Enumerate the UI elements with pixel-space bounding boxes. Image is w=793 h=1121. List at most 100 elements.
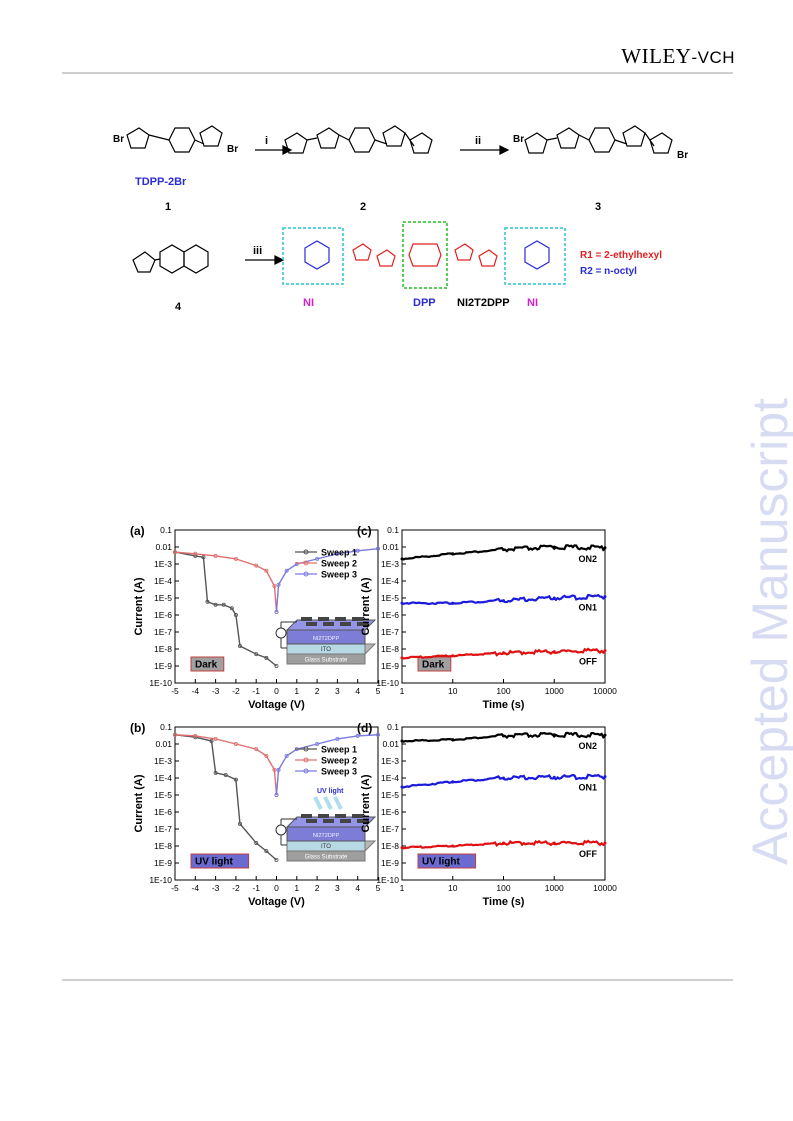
- legend-marker: [303, 746, 309, 752]
- data-point: [603, 546, 607, 550]
- data-point: [213, 553, 218, 558]
- y-tick-label: 1E-3: [381, 559, 399, 569]
- electrode: [306, 819, 317, 823]
- watermark: Accepted Manuscript: [742, 398, 793, 865]
- data-point: [274, 792, 279, 797]
- data-point: [552, 733, 556, 737]
- y-tick-label: 0.01: [382, 542, 399, 552]
- compound-4-structure: [132, 244, 209, 274]
- data-point: [451, 738, 455, 742]
- y-tick-label: 0.1: [160, 722, 172, 732]
- y-tick-label: 0.1: [387, 722, 399, 732]
- y-tick-label: 1E-6: [154, 610, 172, 620]
- panel-d: 0.1 0.01 1E-3 1E-4 1E-5 1E-6 1E-7 1E-8 1E-9 1E-10…: [357, 721, 617, 908]
- series-line-sweep-3: [275, 734, 379, 796]
- y-tick-label: 1E-4: [154, 576, 172, 586]
- data-point: [173, 550, 178, 555]
- condition-label: Dark: [195, 660, 218, 671]
- compound-1-structure: [126, 125, 223, 153]
- data-point: [603, 595, 607, 599]
- electrode: [323, 622, 334, 626]
- y-tick-label: 1E-6: [381, 610, 399, 620]
- electrode: [335, 814, 346, 818]
- data-point: [213, 736, 218, 741]
- condition-badge: [190, 656, 225, 672]
- compound-1-label: TDPP-2Br: [135, 176, 187, 188]
- y-axis-label: Current (A): [360, 577, 372, 635]
- series-line-on2: [401, 544, 606, 561]
- substituent-r1: R1 = 2-ethylhexyl: [580, 250, 662, 261]
- data-point: [315, 741, 320, 746]
- legend-entry: Sweep 2: [321, 756, 357, 766]
- series-line-sweep-1: [174, 551, 277, 667]
- y-tick-label: 0.01: [155, 739, 172, 749]
- data-point: [272, 767, 277, 772]
- ni-right-label: NI: [527, 297, 538, 309]
- x-tick-label: 0: [274, 686, 279, 696]
- y-tick-label: 0.1: [387, 525, 399, 535]
- y-tick-label: 1E-6: [381, 807, 399, 817]
- y-tick-label: 1E-9: [381, 858, 399, 868]
- data-point: [400, 846, 404, 850]
- data-point: [375, 546, 380, 551]
- y-tick-label: 1E-5: [381, 790, 399, 800]
- data-point: [264, 655, 269, 660]
- x-tick-label: -4: [192, 686, 200, 696]
- data-point: [209, 739, 214, 744]
- y-tick-label: 1E-7: [381, 627, 399, 637]
- x-tick-label: 2: [315, 686, 320, 696]
- data-point: [400, 739, 404, 743]
- svg-text:Br: Br: [677, 150, 688, 161]
- x-axis-label: Time (s): [483, 699, 525, 711]
- data-point: [502, 548, 505, 552]
- data-point: [451, 552, 455, 556]
- x-tick-label: 4: [355, 686, 360, 696]
- ni-right-box: [504, 227, 566, 285]
- data-point: [502, 734, 505, 738]
- uv-ray: [313, 796, 323, 810]
- compound-1-number: 1: [165, 201, 171, 213]
- data-point: [193, 733, 198, 738]
- data-point: [400, 601, 404, 605]
- meter-icon: [275, 627, 287, 639]
- y-tick-label: 1E-4: [381, 773, 399, 783]
- data-point: [264, 849, 269, 854]
- ni-left-box: [282, 227, 344, 285]
- x-tick-label: 3: [335, 686, 340, 696]
- x-tick-label: 10000: [593, 686, 617, 696]
- legend-marker: [303, 768, 309, 774]
- condition-label: UV light: [422, 857, 460, 868]
- step-ii: ii: [475, 135, 481, 147]
- y-tick-label: 1E-5: [154, 790, 172, 800]
- uv-label: UV light: [317, 788, 344, 795]
- data-point: [284, 753, 289, 758]
- x-tick-label: 2: [315, 883, 320, 893]
- data-point: [355, 733, 360, 738]
- data-point: [451, 780, 455, 784]
- data-point: [254, 563, 259, 568]
- step-i: i: [265, 135, 268, 147]
- state-label: OFF: [579, 657, 597, 667]
- device-inset: NI2T2DPP ITO Glass Substrate: [275, 617, 377, 665]
- y-tick-label: 1E-10: [376, 875, 399, 885]
- data-point: [272, 584, 277, 589]
- electrode: [306, 622, 317, 626]
- y-tick-label: 1E-10: [149, 875, 172, 885]
- y-tick-label: 1E-4: [154, 773, 172, 783]
- panel-label: (a): [130, 524, 145, 538]
- data-point: [276, 767, 281, 772]
- layer-label: Glass Substrate: [305, 855, 348, 861]
- y-tick-label: 0.01: [155, 542, 172, 552]
- y-tick-label: 1E-3: [154, 559, 172, 569]
- y-tick-label: 1E-9: [154, 858, 172, 868]
- y-tick-label: 1E-9: [381, 661, 399, 671]
- x-axis-label: Time (s): [483, 896, 525, 908]
- data-point: [205, 599, 210, 604]
- data-point: [221, 602, 226, 607]
- data-point: [552, 545, 556, 549]
- y-tick-label: 1E-9: [154, 661, 172, 671]
- figure: 0.1 0.01 1E-3 1E-4 1E-5 1E-6 1E-7 1E-8 1E-9 1E-10…: [130, 524, 617, 908]
- svg-text:Br: Br: [227, 144, 238, 155]
- legend-marker: [303, 549, 309, 555]
- condition-badge: [417, 853, 477, 869]
